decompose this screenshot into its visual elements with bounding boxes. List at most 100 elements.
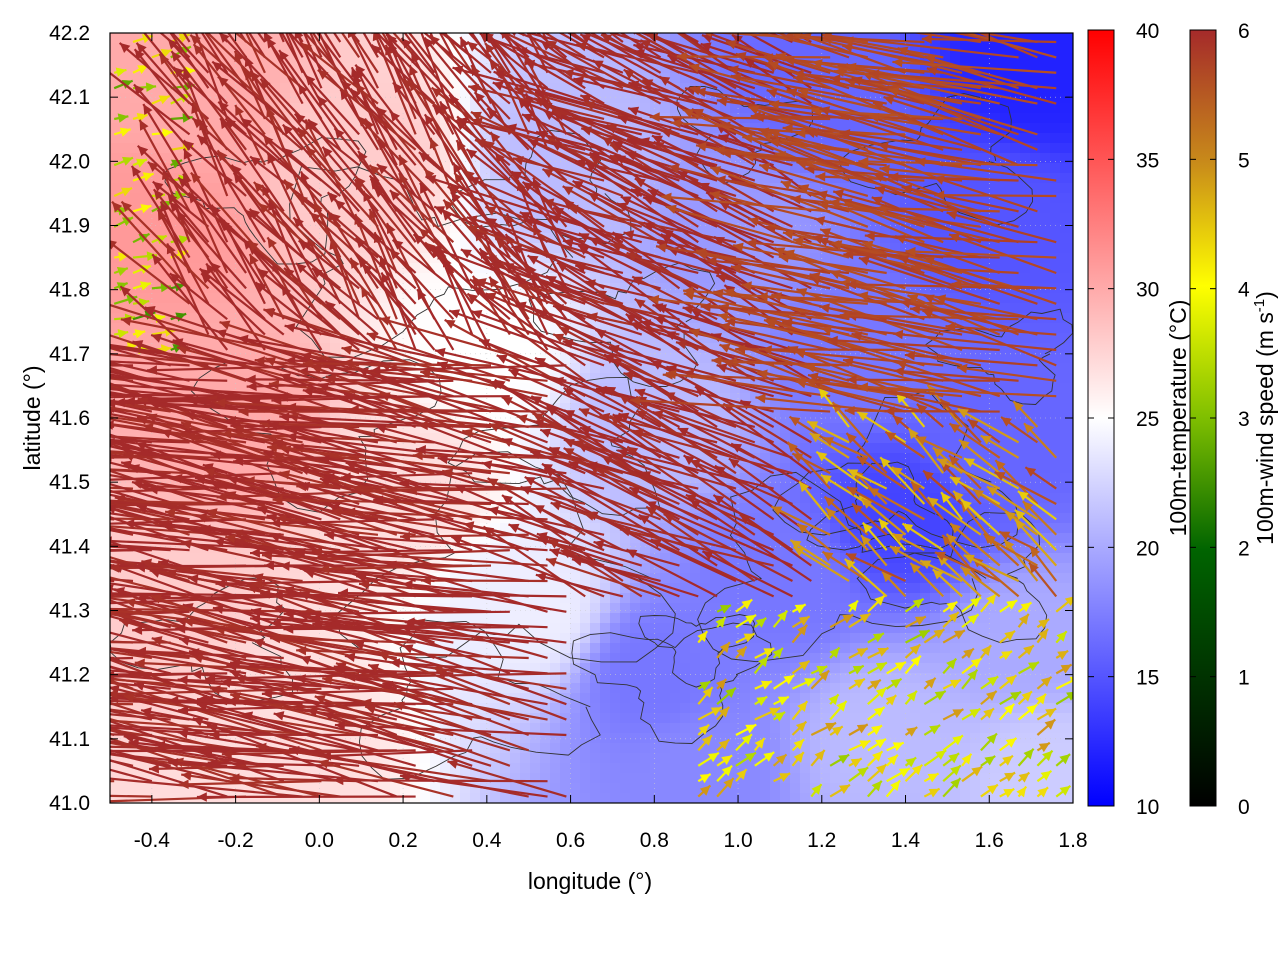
heat-cell (490, 353, 501, 364)
heat-cell (540, 73, 551, 84)
heat-cell (280, 693, 291, 704)
heat-cell (120, 623, 131, 634)
heat-cell (300, 203, 311, 214)
heat-cell (520, 703, 531, 714)
heat-cell (420, 213, 431, 224)
heat-cell (610, 223, 621, 234)
heat-cell (280, 593, 291, 604)
heat-cell (570, 273, 581, 284)
heat-cell (240, 503, 251, 514)
heat-cell (190, 443, 201, 454)
heat-cell (130, 303, 141, 314)
heat-cell (110, 533, 121, 544)
heat-cell (460, 323, 471, 334)
heat-cell (120, 673, 131, 684)
heat-cell (610, 593, 621, 604)
heat-cell (720, 553, 731, 564)
heat-cell (720, 103, 731, 114)
heat-cell (500, 403, 511, 414)
heat-cell (340, 723, 351, 734)
heat-cell (110, 233, 121, 244)
heat-cell (210, 383, 221, 394)
heat-cell (580, 73, 591, 84)
heat-cell (490, 773, 501, 784)
heat-cell (270, 103, 281, 114)
heat-cell (210, 43, 221, 54)
heat-cell (290, 313, 301, 324)
heat-cell (420, 533, 431, 544)
heat-cell (430, 193, 441, 204)
heat-cell (440, 193, 451, 204)
heat-cell (520, 583, 531, 594)
heat-cell (330, 383, 341, 394)
heat-cell (210, 343, 221, 354)
heat-cell (200, 193, 211, 204)
heat-cell (400, 653, 411, 664)
heat-cell (140, 283, 151, 294)
heat-cell (140, 243, 151, 254)
heat-cell (560, 623, 571, 634)
heat-cell (600, 713, 611, 724)
heat-cell (510, 603, 521, 614)
heat-cell (320, 793, 331, 803)
heat-cell (730, 153, 741, 164)
heat-cell (610, 483, 621, 494)
heat-cell (630, 463, 641, 474)
heat-cell (440, 153, 451, 164)
heat-cell (340, 323, 351, 334)
heat-cell (420, 323, 431, 334)
heat-cell (310, 43, 321, 54)
heat-cell (660, 793, 671, 803)
heat-cell (110, 53, 121, 64)
heat-cell (570, 643, 581, 654)
heat-cell (160, 123, 171, 134)
heat-cell (670, 83, 681, 94)
heat-cell (530, 263, 541, 274)
heat-cell (670, 743, 681, 754)
heat-cell (440, 733, 451, 744)
heat-cell (440, 593, 451, 604)
heat-cell (520, 33, 531, 44)
heat-cell (490, 573, 501, 584)
heat-cell (550, 623, 561, 634)
heat-cell (410, 743, 421, 754)
heat-cell (160, 793, 171, 803)
heat-cell (490, 493, 501, 504)
heat-cell (470, 233, 481, 244)
heat-cell (180, 553, 191, 564)
heat-cell (330, 283, 341, 294)
heat-cell (310, 183, 321, 194)
heat-cell (510, 593, 521, 604)
heat-cell (330, 763, 341, 774)
heat-cell (120, 123, 131, 134)
heat-cell (210, 553, 221, 564)
heat-cell (130, 483, 141, 494)
heat-cell (260, 763, 271, 774)
heat-cell (710, 243, 721, 254)
heat-cell (580, 523, 591, 534)
heat-cell (680, 273, 691, 284)
heat-cell (450, 653, 461, 664)
heat-cell (550, 583, 561, 594)
heat-cell (400, 693, 411, 704)
heat-cell (310, 603, 321, 614)
heat-cell (640, 683, 651, 694)
heat-cell (470, 493, 481, 504)
heat-cell (590, 593, 601, 604)
heat-cell (710, 773, 721, 784)
heat-cell (730, 753, 741, 764)
heat-cell (400, 313, 411, 324)
heat-cell (410, 683, 421, 694)
heat-cell (530, 523, 541, 534)
heat-cell (460, 333, 471, 344)
heat-cell (120, 533, 131, 544)
heat-cell (460, 563, 471, 574)
heat-cell (170, 323, 181, 334)
heat-cell (130, 143, 141, 154)
heat-cell (530, 583, 541, 594)
heat-cell (440, 63, 451, 74)
heat-cell (670, 73, 681, 84)
heat-cell (490, 443, 501, 454)
heat-cell (480, 73, 491, 84)
heat-cell (170, 653, 181, 664)
